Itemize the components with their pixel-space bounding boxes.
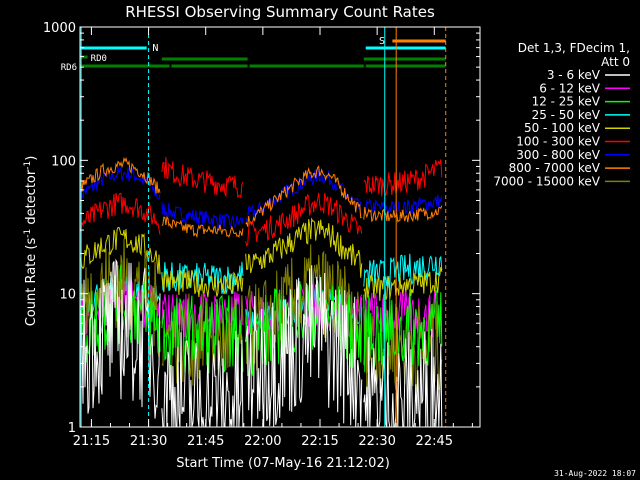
plot-frame: [79, 26, 481, 428]
series-line-1-segment-2: [161, 201, 244, 229]
timestamp: 31-Aug-2022 18:07: [554, 469, 636, 478]
x-tick-label-4: 22:15: [301, 434, 338, 449]
series-line-9-segment-3: [245, 265, 363, 428]
legend-label-5: 50 - 100 keV: [524, 121, 601, 135]
legend-label-4: 25 - 50 keV: [532, 108, 601, 122]
y-axis-label: Count Rate (s-1 detector-1): [23, 156, 39, 327]
series-line-2-segment-4: [363, 205, 443, 223]
series-layer: [79, 156, 443, 428]
legend-label-7: 300 - 800 keV: [516, 148, 600, 162]
legend-label-9: 7000 - 15000 keV: [493, 174, 600, 188]
legend-label-8: 800 - 7000 keV: [509, 161, 601, 175]
series-line-2-segment-2: [161, 216, 244, 239]
series-line-5-segment-2: [161, 269, 244, 298]
y-tick-label-2: 100: [51, 154, 76, 169]
series-line-8-segment-4: [363, 289, 443, 373]
observing-flags: N S RD0 RD6: [61, 36, 446, 73]
series-line-9-segment-1: [79, 258, 161, 421]
x-tick-label-0: 21:15: [73, 434, 110, 449]
series-line-2-segment-3: [245, 165, 362, 227]
series-line-3-segment-3: [245, 192, 363, 247]
legend-label-1: 3 - 6 keV: [547, 68, 601, 82]
mode-change-lines: [80, 27, 447, 427]
series-line-1-segment-4: [363, 194, 443, 218]
x-tick-label-3: 22:00: [244, 434, 281, 449]
chart-title: RHESSI Observing Summary Count Rates: [125, 3, 435, 21]
series-line-2-segment-1: [79, 156, 161, 194]
series-line-5-segment-1: [79, 226, 161, 275]
series-line-9-segment-2: [161, 330, 244, 428]
series-line-3-segment-1: [79, 192, 161, 235]
x-tick-label-2: 21:45: [187, 434, 224, 449]
series-line-4-segment-4: [363, 253, 443, 291]
series-line-3-segment-2: [161, 156, 244, 199]
legend-label-3: 12 - 25 keV: [532, 95, 601, 109]
series-line-8-segment-2: [161, 294, 244, 374]
x-tick-label-6: 22:45: [416, 434, 453, 449]
x-tick-label-1: 21:30: [130, 434, 167, 449]
series-line-1-segment-1: [79, 167, 161, 203]
flag-rd6-label: RD6: [61, 63, 77, 73]
series-line-3-segment-4: [363, 159, 443, 197]
flag-s-label: S: [379, 36, 385, 47]
x-axis-label: Start Time (07-May-16 21:12:02): [176, 456, 390, 471]
legend-header-line-1: Det 1,3, FDecim 1,: [518, 41, 630, 55]
axes: 21:15 21:30 21:45 22:00 22:15 22:30 22:45 1 10 10…: [43, 21, 481, 449]
legend-label-6: 100 - 300 keV: [516, 135, 600, 149]
y-tick-label-1: 10: [59, 288, 76, 303]
legend-label-2: 6 - 12 keV: [539, 81, 601, 95]
series-line-7-segment-3: [245, 244, 363, 372]
flag-rd0-label: RD0: [91, 54, 107, 64]
series-line-8-segment-1: [79, 264, 161, 363]
x-tick-label-5: 22:30: [358, 434, 395, 449]
legend-header-line-2: Att 0: [601, 55, 630, 69]
flag-n-label: N: [152, 43, 158, 54]
y-tick-label-0: 1: [68, 421, 76, 436]
series-line-5-segment-3: [245, 217, 363, 278]
y-tick-label-3: 1000: [43, 21, 76, 36]
